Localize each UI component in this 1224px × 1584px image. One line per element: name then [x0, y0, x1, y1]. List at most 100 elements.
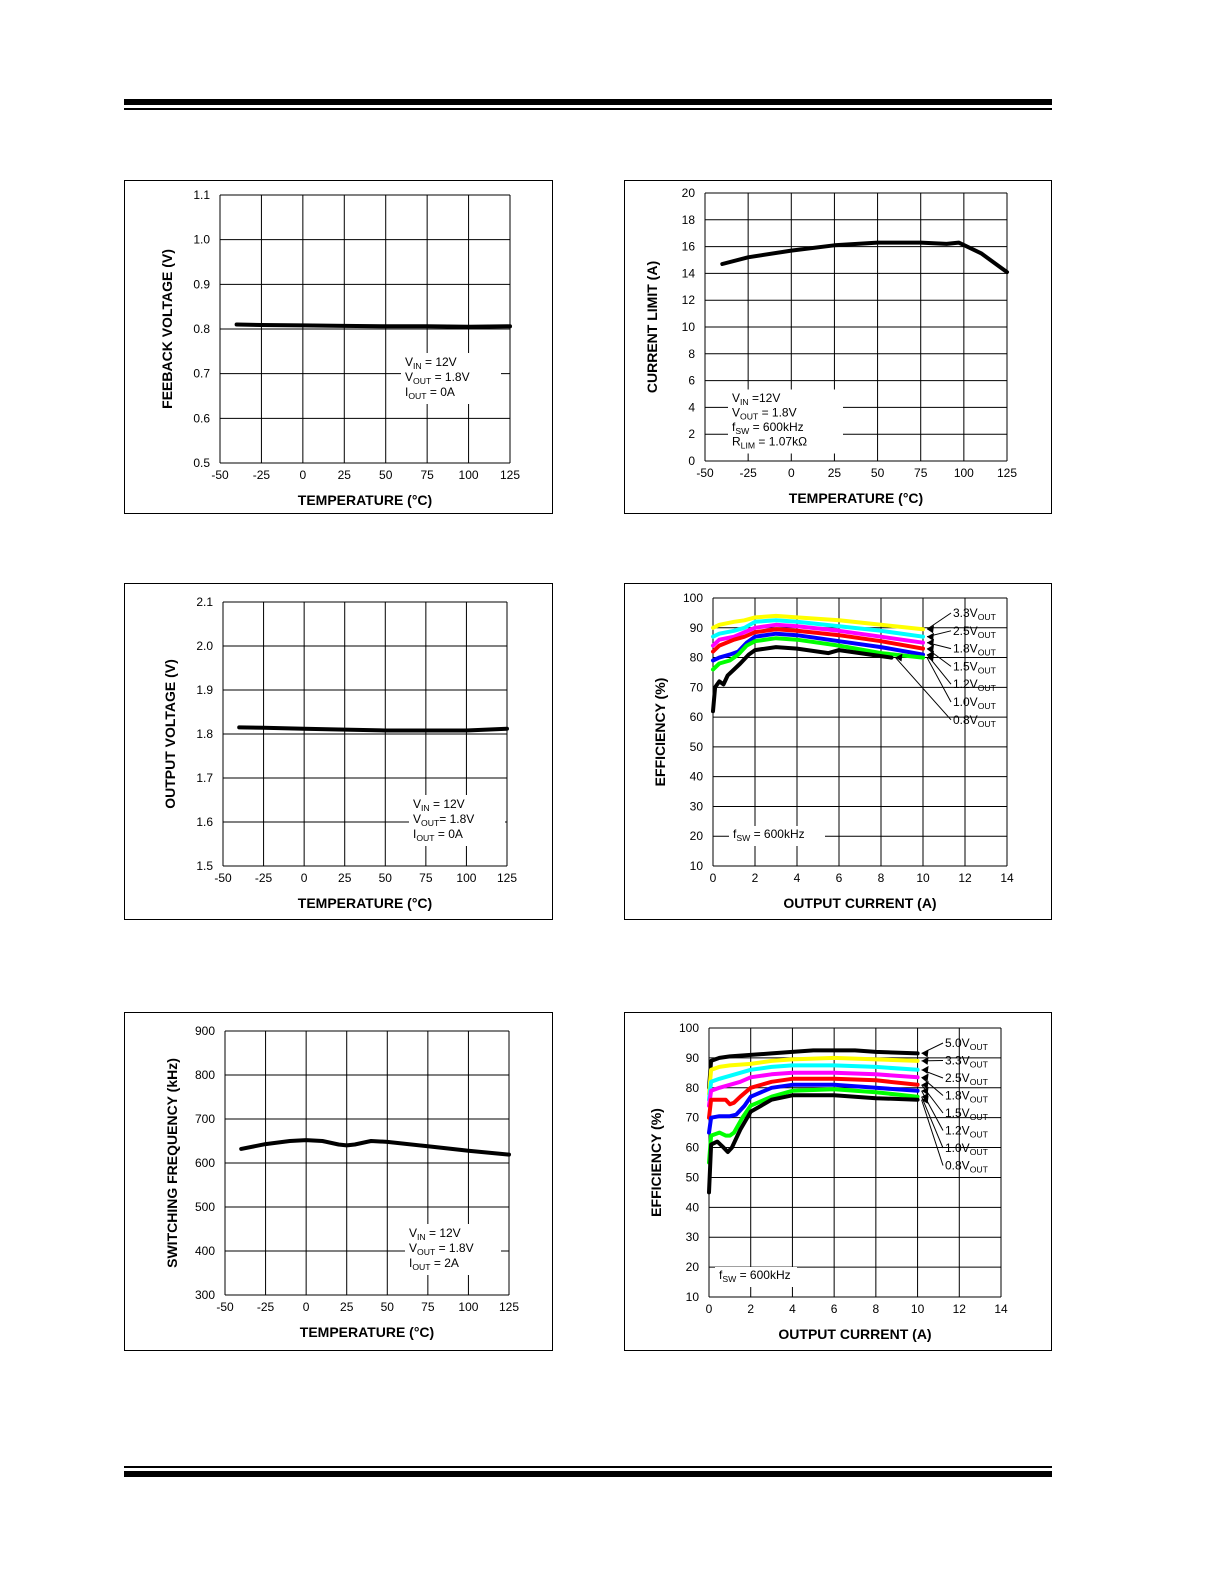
y-axis-label: SWITCHING FREQUENCY (kHz) — [164, 1058, 180, 1268]
y-tick-label: 0 — [688, 454, 695, 468]
legend-pointer — [895, 657, 952, 721]
y-tick-label: 90 — [686, 1051, 700, 1065]
series-line — [720, 240, 1009, 275]
arrowhead-icon — [927, 632, 934, 641]
x-tick-label: 50 — [871, 466, 885, 480]
legend-label: 0.8VOUT — [945, 1159, 989, 1175]
arrowhead-icon — [927, 644, 934, 653]
series-line — [237, 725, 509, 733]
x-tick-label: -25 — [253, 468, 271, 482]
x-axis-label: TEMPERATURE (°C) — [300, 1324, 434, 1340]
x-tick-label: 4 — [794, 871, 801, 885]
efficiency-chart-1: 0 2 4 6 8 10 12 14 10 20 30 40 50 60 70 80 90 100 OUTPUT C… — [652, 591, 1014, 911]
x-tick-label: 2 — [752, 871, 759, 885]
y-tick-label: 30 — [686, 1230, 700, 1244]
efficiency-chart-2: 0 2 4 6 8 10 12 14 10 20 30 40 50 60 70 80 90 100 OUTPUT C… — [648, 1021, 1008, 1342]
y-tick-label: 0.5 — [193, 456, 210, 470]
y-tick-label: 1.6 — [196, 815, 213, 829]
x-tick-label: 100 — [954, 466, 974, 480]
x-tick-label: 75 — [914, 466, 928, 480]
series-line — [239, 1138, 511, 1157]
y-tick-label: 80 — [690, 651, 704, 665]
x-tick-label: 10 — [911, 1302, 925, 1316]
legend-label: 1.8VOUT — [953, 642, 997, 658]
x-tick-label: -25 — [255, 871, 273, 885]
y-tick-label: 800 — [195, 1068, 215, 1082]
x-tick-label: 125 — [500, 468, 520, 482]
legend-label: 2.5VOUT — [945, 1071, 989, 1087]
annotation-box — [715, 1267, 797, 1287]
x-axis-label: TEMPERATURE (°C) — [789, 490, 923, 506]
series-line-5-0V — [707, 1048, 920, 1090]
arrowhead-icon — [921, 1056, 929, 1065]
y-tick-label: 1.9 — [196, 683, 213, 697]
y-axis-label: OUTPUT VOLTAGE (V) — [162, 659, 178, 809]
arrowhead-icon — [921, 1073, 929, 1082]
x-axis-label: TEMPERATURE (°C) — [298, 492, 432, 508]
legend-pointer — [921, 1076, 944, 1096]
annotation-line: fSW = 600kHz — [719, 1268, 791, 1284]
annotation-box — [401, 353, 501, 404]
y-tick-label: 1.8 — [196, 727, 213, 741]
x-tick-label: 100 — [458, 1300, 478, 1314]
switching-frequency-chart: -50 -25 0 25 50 75 100 125 300 400 500 600 700 800 900… — [164, 1024, 519, 1340]
series-line-1-2V — [711, 631, 925, 663]
series-line-1-2V — [707, 1082, 920, 1135]
x-tick-label: 75 — [421, 1300, 435, 1314]
y-axis-label: EFFICIENCY (%) — [652, 678, 668, 787]
series-line-2-5V — [711, 618, 925, 639]
x-tick-label: 0 — [300, 468, 307, 482]
y-tick-label: 700 — [195, 1112, 215, 1126]
legend-label: 1.0VOUT — [945, 1141, 989, 1157]
arrowhead-icon — [921, 1080, 929, 1089]
y-tick-label: 10 — [690, 859, 704, 873]
annotation-line: VOUT = 1.8V — [732, 406, 797, 422]
annotation-line: RLIM = 1.07kΩ — [732, 435, 807, 451]
y-tick-label: 100 — [683, 591, 703, 605]
series-line — [234, 322, 512, 329]
y-tick-label: 300 — [195, 1288, 215, 1302]
x-tick-label: 50 — [381, 1300, 395, 1314]
y-tick-label: 20 — [682, 186, 696, 200]
y-tick-label: 50 — [690, 740, 704, 754]
series-line-1-5V — [711, 627, 925, 654]
x-tick-label: 4 — [789, 1302, 796, 1316]
x-tick-label: 12 — [958, 871, 972, 885]
y-tick-label: 0.7 — [193, 367, 210, 381]
y-tick-label: 900 — [195, 1024, 215, 1038]
annotation-line: VOUT= 1.8V — [413, 812, 474, 828]
annotation-line: fSW = 600kHz — [733, 827, 805, 843]
legend-label: 0.8VOUT — [953, 713, 997, 729]
y-tick-label: 50 — [686, 1170, 700, 1184]
y-tick-label: 2.0 — [196, 639, 213, 653]
x-tick-label: 75 — [420, 468, 434, 482]
x-tick-label: -50 — [214, 871, 232, 885]
x-tick-label: 10 — [916, 871, 930, 885]
y-tick-label: 70 — [690, 680, 704, 694]
series-line-3-3V — [711, 613, 925, 632]
x-axis-label: OUTPUT CURRENT (A) — [783, 895, 936, 911]
y-tick-label: 0.6 — [193, 411, 210, 425]
y-tick-label: 12 — [682, 293, 696, 307]
legend-label: 1.2VOUT — [953, 677, 997, 693]
x-tick-label: 100 — [456, 871, 476, 885]
x-tick-label: 2 — [747, 1302, 754, 1316]
chart-panel-switching-frequency: -50 -25 0 25 50 75 100 125 300 400 500 600 700 800 900… — [124, 1012, 553, 1351]
x-tick-label: 14 — [994, 1302, 1008, 1316]
legend-pointer — [926, 612, 952, 630]
annotation-box — [405, 1224, 501, 1275]
arrowhead-icon — [927, 638, 934, 647]
annotation-box — [409, 795, 505, 846]
series-line-1-0V — [707, 1087, 920, 1165]
legend-pointer — [926, 657, 952, 703]
legend-label: 3.3VOUT — [945, 1054, 989, 1070]
x-tick-label: 50 — [379, 871, 393, 885]
y-tick-label: 16 — [682, 240, 696, 254]
series-line-1-5V — [707, 1076, 920, 1120]
x-tick-label: 25 — [340, 1300, 354, 1314]
x-tick-label: 0 — [301, 871, 308, 885]
series-line-2-5V — [707, 1063, 920, 1102]
annotation-line: VIN = 12V — [405, 355, 457, 371]
legend-label: 3.3VOUT — [953, 606, 997, 622]
y-tick-label: 1.0 — [193, 233, 210, 247]
